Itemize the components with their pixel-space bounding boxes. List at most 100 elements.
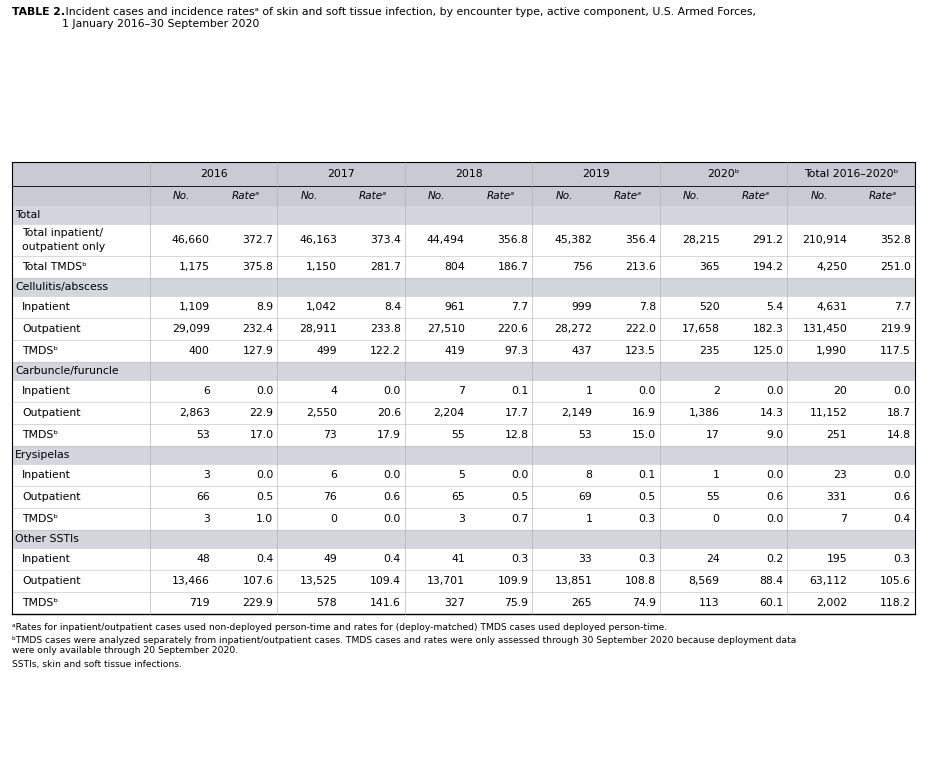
Text: 0.2: 0.2 — [767, 554, 783, 564]
Text: Rateᵃ: Rateᵃ — [487, 191, 514, 201]
Text: 0.4: 0.4 — [256, 554, 273, 564]
Text: 17: 17 — [706, 430, 719, 440]
Text: 53: 53 — [578, 430, 592, 440]
Text: 6: 6 — [203, 386, 210, 396]
Text: 8.9: 8.9 — [257, 302, 273, 312]
Text: TMDSᵇ: TMDSᵇ — [22, 598, 58, 608]
Text: 520: 520 — [699, 302, 719, 312]
Text: 5: 5 — [458, 470, 464, 480]
Text: Outpatient: Outpatient — [22, 324, 81, 334]
Text: 210,914: 210,914 — [803, 235, 847, 245]
Text: 24: 24 — [706, 554, 719, 564]
Text: Erysipelas: Erysipelas — [15, 450, 70, 460]
Text: Outpatient: Outpatient — [22, 492, 81, 502]
Text: 222.0: 222.0 — [625, 324, 656, 334]
Text: 6: 6 — [330, 470, 337, 480]
Text: 0.6: 0.6 — [894, 492, 911, 502]
Text: 194.2: 194.2 — [753, 262, 783, 272]
Text: 999: 999 — [572, 302, 592, 312]
Text: 235: 235 — [699, 346, 719, 356]
Text: 1.0: 1.0 — [256, 514, 273, 524]
Text: 4: 4 — [330, 386, 337, 396]
Text: 17.0: 17.0 — [249, 430, 273, 440]
Text: Rateᵃ: Rateᵃ — [869, 191, 897, 201]
Text: 2018: 2018 — [455, 169, 483, 179]
Text: 28,911: 28,911 — [299, 324, 337, 334]
Text: 0.4: 0.4 — [384, 554, 401, 564]
Text: Rateᵃ: Rateᵃ — [742, 191, 769, 201]
Bar — [12, 464, 915, 486]
Text: 44,494: 44,494 — [426, 235, 464, 245]
Bar — [12, 424, 915, 446]
Text: ᵇTMDS cases were analyzed separately from inpatient/outpatient cases. TMDS cases: ᵇTMDS cases were analyzed separately fro… — [12, 636, 796, 655]
Text: 0: 0 — [330, 514, 337, 524]
Text: Inpatient: Inpatient — [22, 386, 70, 396]
Text: 0.0: 0.0 — [894, 386, 911, 396]
Text: 5.4: 5.4 — [767, 302, 783, 312]
Text: 41: 41 — [451, 554, 464, 564]
Text: 400: 400 — [189, 346, 210, 356]
Text: 60.1: 60.1 — [759, 598, 783, 608]
Bar — [12, 530, 915, 548]
Text: 7.7: 7.7 — [894, 302, 911, 312]
Text: 265: 265 — [572, 598, 592, 608]
Text: 17,658: 17,658 — [682, 324, 719, 334]
Text: 0.3: 0.3 — [894, 554, 911, 564]
Text: 251.0: 251.0 — [880, 262, 911, 272]
Text: 12.8: 12.8 — [504, 430, 528, 440]
Bar — [12, 548, 915, 570]
Text: Rateᵃ: Rateᵃ — [359, 191, 387, 201]
Text: 18.7: 18.7 — [887, 408, 911, 418]
Text: 117.5: 117.5 — [880, 346, 911, 356]
Text: Outpatient: Outpatient — [22, 408, 81, 418]
Text: 2017: 2017 — [327, 169, 355, 179]
Text: 49: 49 — [324, 554, 337, 564]
Text: 327: 327 — [444, 598, 464, 608]
Text: 16.9: 16.9 — [632, 408, 656, 418]
Text: 0: 0 — [713, 514, 719, 524]
Text: 195: 195 — [827, 554, 847, 564]
Text: 1,175: 1,175 — [179, 262, 210, 272]
Text: 7: 7 — [458, 386, 464, 396]
Text: 0.3: 0.3 — [639, 554, 656, 564]
Text: 8: 8 — [585, 470, 592, 480]
Text: 53: 53 — [196, 430, 210, 440]
Text: Inpatient: Inpatient — [22, 302, 70, 312]
Text: 0.3: 0.3 — [639, 514, 656, 524]
Text: 46,660: 46,660 — [171, 235, 210, 245]
Bar — [12, 224, 915, 256]
Text: TMDSᵇ: TMDSᵇ — [22, 430, 58, 440]
Text: 7: 7 — [841, 514, 847, 524]
Text: 107.6: 107.6 — [243, 576, 273, 586]
Bar — [12, 570, 915, 592]
Bar — [12, 296, 915, 318]
Text: 1,386: 1,386 — [689, 408, 719, 418]
Text: 63,112: 63,112 — [809, 576, 847, 586]
Text: 232.4: 232.4 — [243, 324, 273, 334]
Text: 75.9: 75.9 — [504, 598, 528, 608]
Text: 74.9: 74.9 — [632, 598, 656, 608]
Text: 11,152: 11,152 — [809, 408, 847, 418]
Text: 186.7: 186.7 — [498, 262, 528, 272]
Text: 2: 2 — [713, 386, 719, 396]
Bar — [12, 278, 915, 296]
Text: 578: 578 — [317, 598, 337, 608]
Text: 1,150: 1,150 — [306, 262, 337, 272]
Text: 33: 33 — [578, 554, 592, 564]
Text: 804: 804 — [444, 262, 464, 272]
Text: 8,569: 8,569 — [689, 576, 719, 586]
Text: 109.4: 109.4 — [370, 576, 401, 586]
Text: 375.8: 375.8 — [243, 262, 273, 272]
Text: 13,466: 13,466 — [171, 576, 210, 586]
Text: 125.0: 125.0 — [753, 346, 783, 356]
Text: 48: 48 — [196, 554, 210, 564]
Text: 356.4: 356.4 — [625, 235, 656, 245]
Text: 213.6: 213.6 — [625, 262, 656, 272]
Text: 17.9: 17.9 — [377, 430, 401, 440]
Text: 291.2: 291.2 — [753, 235, 783, 245]
Text: 69: 69 — [578, 492, 592, 502]
Text: 2,550: 2,550 — [306, 408, 337, 418]
Text: 108.8: 108.8 — [625, 576, 656, 586]
Text: Total TMDSᵇ: Total TMDSᵇ — [22, 262, 87, 272]
Text: 372.7: 372.7 — [243, 235, 273, 245]
